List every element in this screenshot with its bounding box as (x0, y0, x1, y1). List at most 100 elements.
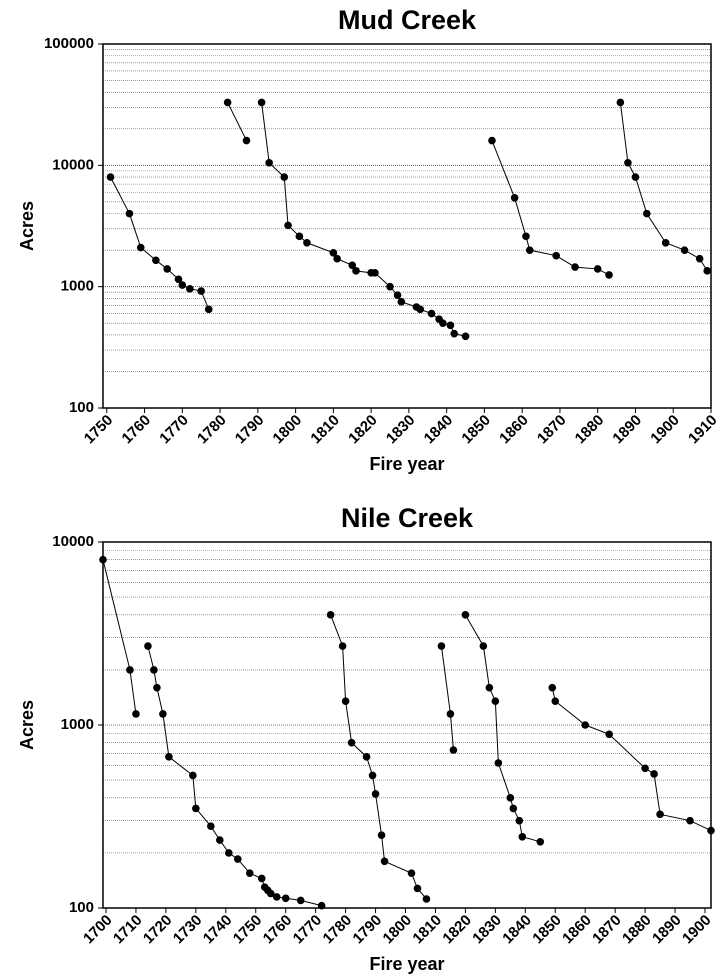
data-point (204, 305, 213, 314)
data-point (242, 136, 251, 145)
data-point (450, 329, 459, 338)
data-point (616, 98, 625, 107)
data-point (265, 158, 273, 167)
data-point (581, 721, 590, 729)
data-point (371, 269, 379, 277)
y-axis-label: Acres (17, 700, 37, 750)
data-point (461, 332, 470, 341)
data-point (317, 901, 326, 910)
data-point (427, 309, 436, 318)
data-point (695, 254, 704, 263)
data-point (680, 246, 689, 254)
data-point (416, 305, 425, 314)
data-point (106, 173, 115, 181)
x-tick-label: 1750 (230, 912, 266, 948)
x-tick-label: 1810 (307, 412, 343, 448)
y-tick-label: 1000 (61, 278, 94, 295)
series-line (147, 645, 322, 907)
x-tick-label: 1790 (350, 912, 386, 948)
data-point (422, 895, 431, 903)
data-point (284, 221, 292, 230)
data-point (347, 738, 356, 747)
x-tick-label: 1700 (80, 912, 116, 948)
data-point (352, 267, 360, 275)
x-tick-label: 1880 (572, 412, 608, 448)
series-line (261, 102, 466, 337)
x-tick-label: 1770 (156, 412, 192, 448)
x-tick-label: 1770 (290, 912, 326, 948)
data-point (224, 849, 233, 857)
data-point (518, 832, 527, 841)
y-tick-label: 10000 (52, 156, 94, 173)
x-tick-label: 1890 (649, 912, 685, 948)
data-point (605, 271, 613, 279)
data-point (159, 710, 167, 718)
data-point (341, 697, 350, 705)
x-tick-label: 1860 (559, 912, 595, 948)
data-point (386, 282, 394, 291)
data-point (272, 893, 281, 901)
data-point (245, 869, 254, 877)
x-tick-label: 1850 (458, 412, 494, 448)
y-tick-label: 100000 (44, 35, 94, 52)
x-tick-label: 1820 (345, 412, 381, 448)
data-point (207, 822, 215, 830)
data-point (548, 683, 557, 692)
x-tick-label: 1800 (380, 912, 416, 948)
data-point (449, 746, 458, 754)
y-tick-label: 100 (69, 399, 94, 416)
data-point (165, 753, 173, 761)
x-tick-label: 1730 (170, 912, 206, 948)
series-line (227, 102, 247, 141)
data-point (216, 836, 224, 844)
data-point (437, 642, 446, 650)
plot-frame (102, 43, 712, 409)
data-point (368, 771, 377, 780)
x-tick-label: 1850 (529, 912, 565, 948)
data-point (150, 666, 158, 674)
data-point (522, 232, 530, 241)
data-point (197, 287, 205, 295)
series-line (440, 645, 454, 751)
x-tick-label: 1780 (320, 912, 356, 948)
data-point (280, 173, 289, 181)
data-point (643, 209, 651, 218)
series-line (330, 614, 427, 900)
data-point (661, 238, 670, 247)
data-point (189, 771, 197, 780)
data-point (479, 642, 488, 650)
data-point (233, 855, 242, 863)
data-point (407, 869, 416, 877)
data-point (125, 209, 134, 218)
y-tick-label: 100 (69, 899, 94, 916)
x-tick-label: 1840 (421, 412, 457, 448)
chart-title: Nile Creek (341, 503, 474, 533)
data-point (380, 857, 389, 866)
data-point (593, 265, 602, 273)
data-point (439, 319, 447, 327)
data-point (329, 249, 338, 257)
x-tick-label: 1760 (260, 912, 296, 948)
x-tick-label: 1720 (140, 912, 176, 948)
data-point (257, 98, 266, 107)
data-point (144, 642, 152, 650)
data-point (186, 285, 194, 293)
data-point (624, 158, 632, 167)
data-point (515, 816, 524, 825)
data-point (296, 896, 305, 905)
x-tick-label: 1830 (469, 912, 505, 948)
data-point (494, 759, 503, 767)
y-axis-label: Acres (17, 201, 37, 251)
data-point (703, 267, 712, 275)
data-point (266, 889, 275, 898)
data-point (257, 874, 266, 883)
data-point (136, 243, 145, 252)
x-tick-label: 1900 (647, 412, 683, 448)
data-point (295, 232, 304, 241)
data-point (223, 98, 232, 107)
data-point (446, 710, 455, 718)
data-point (461, 611, 470, 619)
x-tick-label: 1840 (499, 912, 535, 948)
series-line (551, 687, 712, 831)
